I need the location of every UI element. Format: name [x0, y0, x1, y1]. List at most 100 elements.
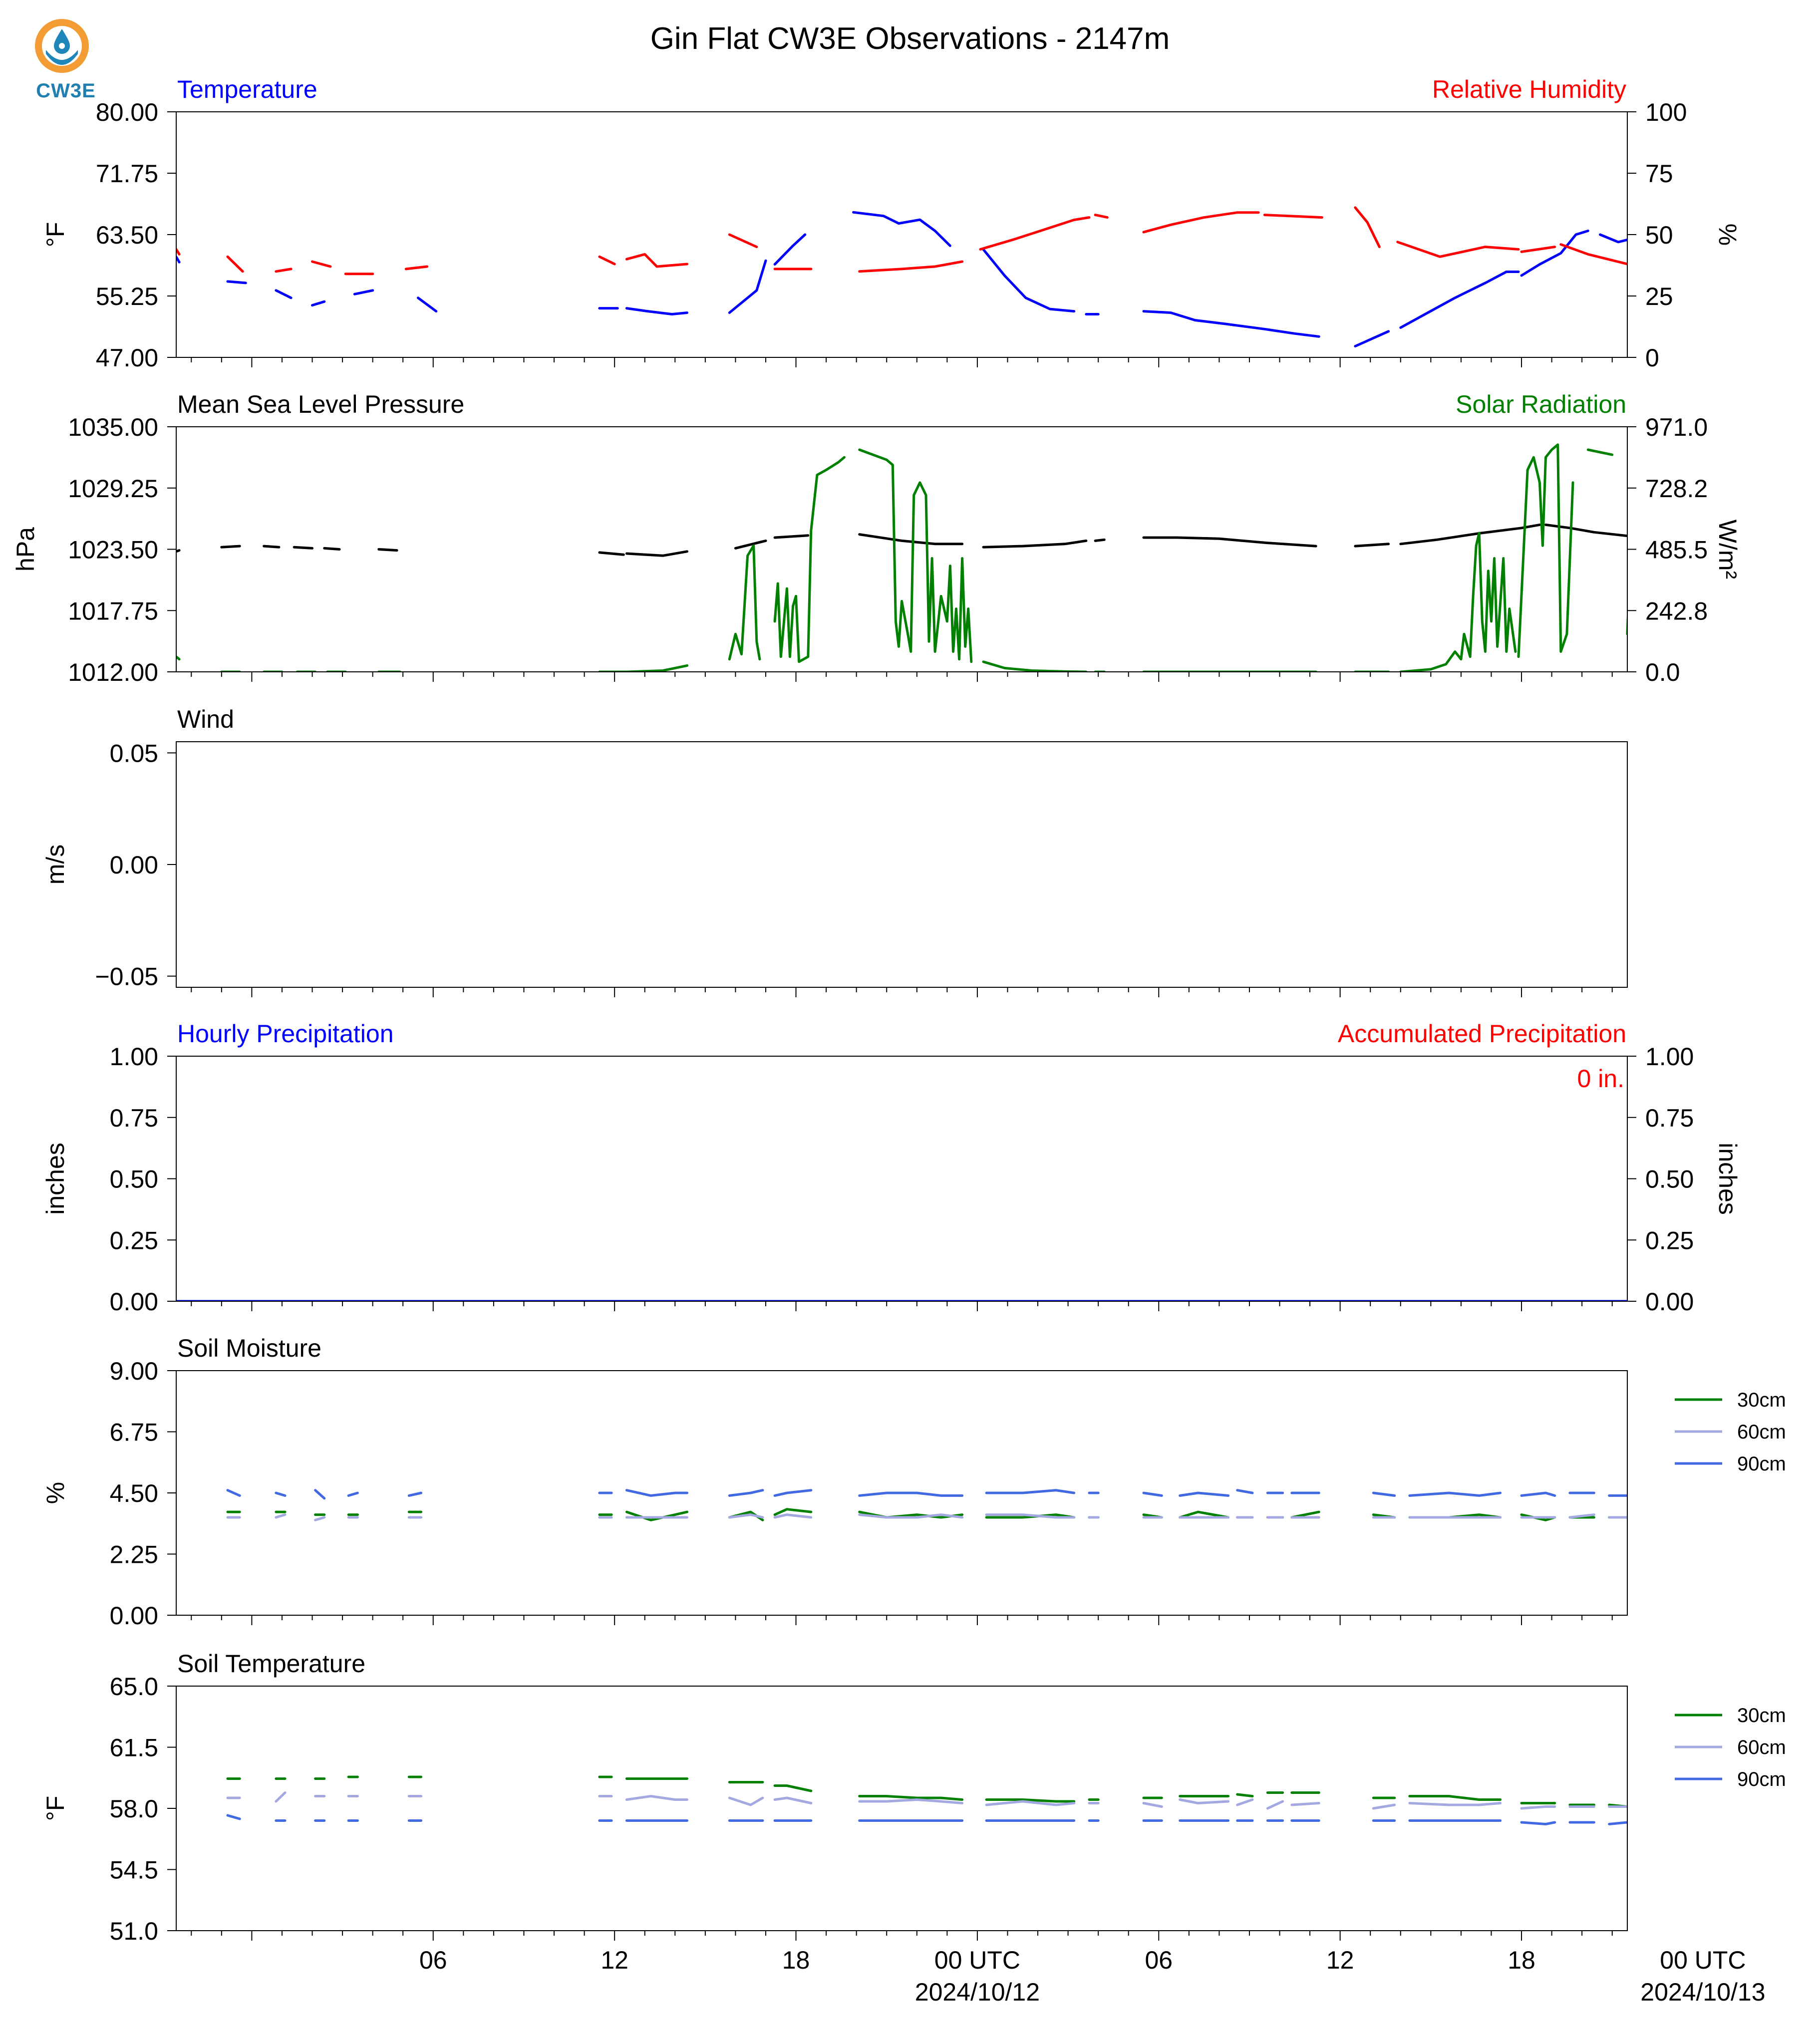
x-tick-label: 00 UTC: [934, 1946, 1020, 1974]
plot-frame: [176, 1056, 1628, 1302]
y-axis-label: m/s: [41, 845, 69, 885]
series-left-0-segment-4: [353, 289, 374, 295]
y-tick-label: 0.00: [110, 1288, 158, 1316]
series-right-1-segment-12: [1094, 214, 1109, 219]
series-left-0-segment-8: [734, 539, 767, 550]
series-right-1-segment-9: [858, 448, 973, 663]
series-left-0-segment-0: [176, 549, 181, 553]
series-right-1-segment-11: [979, 216, 1091, 251]
series-group: [226, 1775, 1715, 1826]
y-right-tick-label: 0.50: [1645, 1165, 1694, 1193]
series-right-1-segment-17: [1520, 246, 1556, 253]
series-60cm-segment-18: [1408, 1802, 1502, 1806]
y-right-tick-label: 728.2: [1645, 475, 1708, 503]
y-right-tick-label: 50: [1645, 221, 1673, 249]
y-right-tick-label: 0.75: [1645, 1104, 1694, 1132]
series-right-1-segment-2: [275, 268, 293, 273]
series-90cm-segment-17: [1372, 1491, 1396, 1497]
series-right-1-segment-10: [982, 660, 1088, 672]
series-left-0-segment-8: [728, 259, 767, 314]
plot-frame: [176, 111, 1628, 358]
y-right-axis-label: W/m²: [1714, 520, 1742, 579]
series-90cm-segment-23: [1691, 1824, 1715, 1826]
series-60cm-segment-6: [625, 1795, 688, 1801]
series-90cm-segment-2: [314, 1489, 326, 1500]
panel-title-left: Wind: [177, 705, 234, 733]
legend-label-90cm: 90cm: [1737, 1453, 1786, 1475]
y-tick-label: 61.5: [110, 1734, 158, 1762]
series-60cm-segment-16: [1290, 1802, 1320, 1806]
y-axis-label: °F: [41, 1796, 69, 1821]
series-60cm-segment-20: [1568, 1513, 1595, 1519]
series-60cm-segment-17: [1372, 1803, 1396, 1810]
series-right-1-segment-13: [1142, 211, 1260, 234]
y-axis-label: °F: [41, 222, 69, 248]
y-tick-label: 4.50: [110, 1479, 158, 1507]
series-left-0-segment-2: [263, 545, 281, 549]
y-tick-label: 47.00: [96, 344, 158, 372]
y-right-tick-label: 485.5: [1645, 536, 1708, 564]
series-group: [226, 1489, 1739, 1521]
series-30cm-segment-13: [1179, 1510, 1230, 1519]
series-right-1-segment-20: [1724, 218, 1739, 223]
y-tick-label: −0.05: [95, 963, 158, 991]
series-90cm-segment-4: [407, 1491, 423, 1497]
series-right-1-segment-7: [625, 253, 688, 268]
series-left-0-segment-7: [625, 307, 688, 315]
y-tick-label: 55.25: [96, 283, 158, 310]
x-tick-date-label: 2024/10/13: [1640, 1978, 1765, 2006]
legend-label-30cm: 30cm: [1737, 1705, 1786, 1727]
series-right-1-segment-18: [1559, 243, 1627, 266]
y-right-tick-label: 0.00: [1645, 1288, 1694, 1316]
series-left-0-segment-15: [1399, 271, 1520, 329]
series-90cm-segment-3: [347, 1491, 359, 1497]
series-60cm-segment-22: [1642, 1808, 1673, 1810]
plot-frame: [176, 741, 1628, 988]
series-right-1-segment-3: [311, 260, 332, 268]
series-left-0-segment-11: [982, 539, 1088, 549]
legend-label-90cm: 90cm: [1737, 1768, 1786, 1790]
panel-title-left: Mean Sea Level Pressure: [177, 390, 464, 418]
cw3e-logo: [29, 15, 99, 100]
series-60cm-segment-10: [985, 1800, 1076, 1806]
y-tick-label: 1012.00: [68, 658, 158, 686]
figure-title: Gin Flat CW3E Observations - 2147m: [650, 21, 1170, 56]
series-left-0-segment-14: [1354, 543, 1390, 548]
series-right-1-segment-7: [728, 544, 761, 661]
series-30cm-segment-23: [1691, 1808, 1715, 1812]
series-30cm-segment-24: [1727, 1515, 1739, 1517]
series-left-0-segment-5: [377, 548, 398, 552]
series-left-0-segment-10: [858, 533, 964, 546]
series-30cm-segment-14: [1236, 1793, 1254, 1797]
y-axis-label: %: [41, 1482, 69, 1504]
logo-text: CW3E: [36, 80, 96, 102]
y-tick-label: 1017.75: [68, 597, 158, 625]
panel-2: 1012.00 1017.75 1023.50 1029.25 1035.00 0.0 24…: [11, 390, 1742, 686]
y-axis-label: hPa: [11, 527, 39, 572]
series-right-1-segment-6: [598, 664, 688, 672]
series-30cm-segment-10: [985, 1798, 1076, 1803]
series-left-0-segment-19: [1724, 290, 1739, 305]
legend-label-60cm: 60cm: [1737, 1421, 1786, 1443]
y-right-tick-label: 971.0: [1645, 413, 1708, 441]
series-60cm-segment-7: [728, 1796, 764, 1806]
series-90cm-segment-1: [275, 1491, 287, 1497]
series-right-1-segment-14: [1399, 532, 1517, 672]
y-tick-label: 0.00: [110, 851, 158, 879]
logo-icon: [35, 19, 89, 73]
x-tick-label: 06: [419, 1946, 447, 1974]
y-right-tick-label: 100: [1645, 98, 1687, 126]
series-left-0-segment-15: [1399, 523, 1541, 546]
series-30cm-segment-8: [773, 1784, 813, 1792]
series-60cm-segment-23: [1691, 1808, 1715, 1810]
y-tick-label: 0.25: [110, 1226, 158, 1254]
panel-6: 51.0 54.5 58.0 61.5 65.0 °F Soil Temperature 30…: [41, 1650, 1786, 1945]
y-tick-label: 0.50: [110, 1165, 158, 1193]
series-left-0-segment-17: [1599, 233, 1627, 244]
series-right-1-segment-6: [598, 255, 616, 266]
y-right-axis-label: inches: [1714, 1143, 1742, 1215]
series-left-0-segment-1: [226, 280, 247, 285]
panel-title-right: Relative Humidity: [1432, 75, 1626, 103]
series-60cm-segment-19: [1520, 1805, 1556, 1810]
